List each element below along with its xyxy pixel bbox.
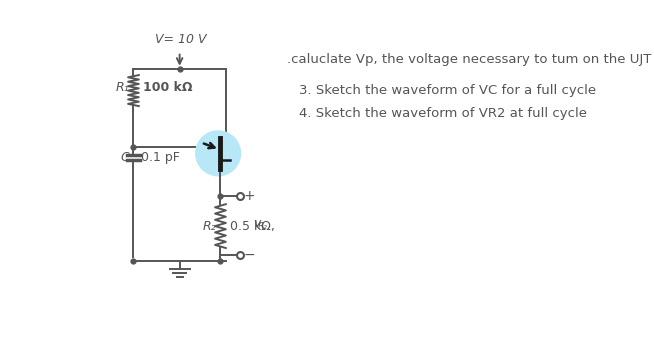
Text: 3. Sketch the waveform of VC for a full cycle: 3. Sketch the waveform of VC for a full … [299, 84, 596, 97]
Text: +: + [243, 189, 255, 203]
Circle shape [195, 130, 241, 176]
Text: V= 10 V: V= 10 V [156, 32, 207, 46]
Text: C: C [121, 151, 129, 164]
Text: 0.1 pF: 0.1 pF [141, 151, 180, 164]
Text: R₂: R₂ [203, 220, 216, 233]
Text: 4. Sketch the waveform of VR2 at full cycle: 4. Sketch the waveform of VR2 at full cy… [299, 107, 587, 120]
Text: R₂: R₂ [258, 222, 268, 232]
Text: .caluclate Vp, the voltage necessary to tum on the UJT: .caluclate Vp, the voltage necessary to … [288, 53, 652, 66]
Text: R₁: R₁ [116, 81, 129, 94]
Text: 100 kΩ: 100 kΩ [143, 81, 192, 94]
Text: 0.5 kΩ,: 0.5 kΩ, [230, 220, 275, 233]
Text: −: − [243, 248, 255, 262]
Text: v: v [254, 217, 261, 229]
